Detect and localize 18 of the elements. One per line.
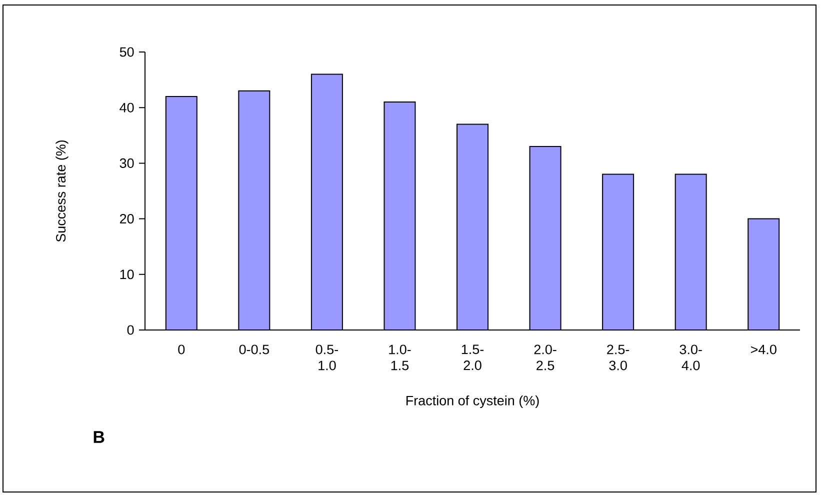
x-tick-label: 3.0-4.0 [680, 344, 702, 370]
x-tick-label: 0 [178, 344, 185, 354]
y-tick-label: 40 [120, 102, 134, 112]
y-tick-label: 10 [120, 270, 134, 280]
y-tick-label: 0 [127, 325, 134, 335]
x-tick-label: 0-0.5 [239, 344, 269, 354]
y-tick-label: 20 [120, 214, 134, 224]
y-tick-label: 30 [120, 158, 134, 168]
x-axis-title: Fraction of cystein (%) [406, 395, 539, 408]
x-tick-label: 0.5-1.0 [316, 344, 338, 370]
x-tick-label: 1.5-2.0 [462, 344, 484, 370]
y-axis-title: Success rate (%) [56, 140, 68, 242]
x-tick-label: 2.0-2.5 [534, 344, 556, 370]
x-tick-label: 2.5-3.0 [607, 344, 630, 370]
x-tick-label: 1.0-1.5 [389, 344, 411, 370]
x-tick-label: >4.0 [750, 344, 776, 354]
y-tick-label: 50 [120, 47, 134, 57]
text: B [94, 431, 104, 443]
